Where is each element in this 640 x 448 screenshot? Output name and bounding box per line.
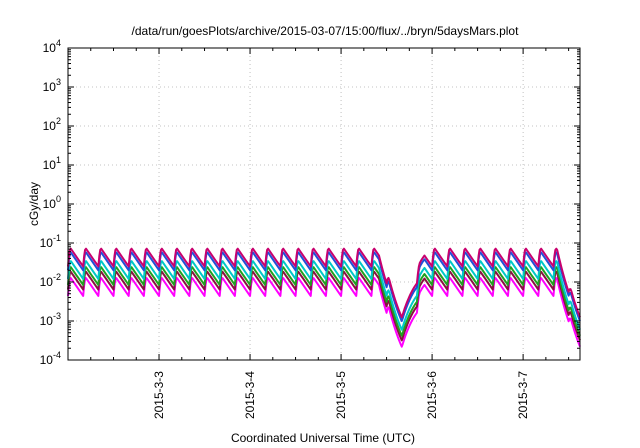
y-tick-label: 100 [43,194,61,211]
y-axis-label: cGy/day [27,182,41,226]
x-axis-label: Coordinated Universal Time (UTC) [231,431,415,445]
x-axis: 2015-3-3 2015-3-4 2015-3-5 2015-3-6 2015-3-7 [90,48,570,419]
y-tick-label: 10-3 [40,311,61,328]
y-tick-label: 101 [43,155,61,172]
chart-title: /data/run/goesPlots/archive/2015-03-07/1… [132,24,520,38]
series-line [67,260,581,331]
series-layer [67,247,581,348]
y-tick-label: 10-1 [40,233,61,250]
series-line [67,247,581,319]
x-tick-label: 2015-3-5 [334,371,348,419]
y-tick-label: 10-2 [40,272,61,289]
x-tick-label: 2015-3-4 [243,371,257,419]
x-tick-label: 2015-3-6 [425,371,439,419]
y-tick-label: 104 [43,38,61,55]
y-tick-label: 10-4 [40,350,61,367]
y-tick-label: 103 [43,77,61,94]
x-tick-label: 2015-3-7 [516,371,530,419]
grid [68,48,580,360]
x-tick-label: 2015-3-3 [152,371,166,419]
y-tick-label: 102 [43,116,61,133]
y-axis: 10-4 10-3 10-2 10-1 100 101 102 103 104 [40,38,580,367]
